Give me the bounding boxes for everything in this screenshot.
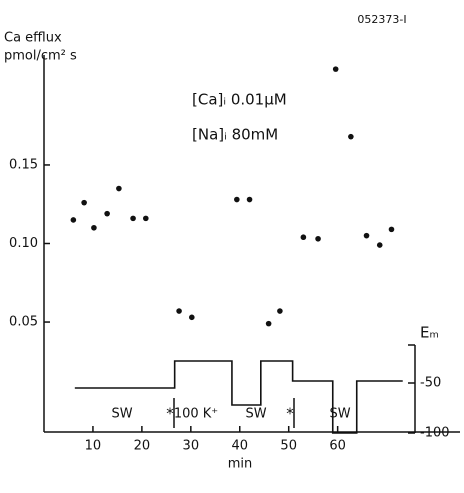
y-axis-label: pmol/cm² s [4,49,77,64]
data-point [315,235,321,242]
data-point [116,185,122,192]
x-axis-label: min [228,457,253,472]
y2-tick-label: -100 [420,426,450,441]
data-point [70,217,77,223]
annotation: [Ca]ᵢ 0.01μM [192,91,287,109]
figure-id: 052373-I [357,13,406,26]
event-marker: * [286,405,294,423]
data-point [348,133,354,140]
data-point [130,215,136,222]
event-marker: * [166,405,174,423]
data-point [81,199,87,206]
y-tick-label: 0.10 [9,236,38,251]
data-point [176,308,182,314]
x-tick-label: 60 [329,439,346,454]
y2-axis-label: Eₘ [420,324,439,342]
annotation: [Na]ᵢ 80mM [192,126,278,144]
data-point [142,215,149,222]
data-point [189,314,195,321]
data-point [376,242,383,248]
data-point [277,308,283,314]
x-tick-label: 40 [231,439,248,454]
x-tick-label: 20 [134,439,151,454]
chart-title: Ca efflux [4,31,62,46]
period-label: SW [245,407,266,422]
data-point [332,66,339,72]
data-point [246,196,253,203]
y2-tick-label: -50 [420,376,441,391]
x-tick-label: 10 [85,439,102,454]
period-label: SW [111,407,132,422]
data-point [265,320,272,327]
x-tick-label: 30 [183,439,200,454]
period-label: SW [329,407,350,422]
data-point [363,232,370,239]
data-point [300,234,307,241]
data-point [91,224,97,231]
x-tick-label: 50 [280,439,297,454]
data-point [104,210,110,217]
data-point [234,196,240,203]
period-label: 100 K⁺ [174,407,218,422]
y-tick-label: 0.15 [9,157,38,172]
y-tick-label: 0.05 [9,315,38,330]
em-trace [74,360,403,434]
data-point [388,226,395,233]
